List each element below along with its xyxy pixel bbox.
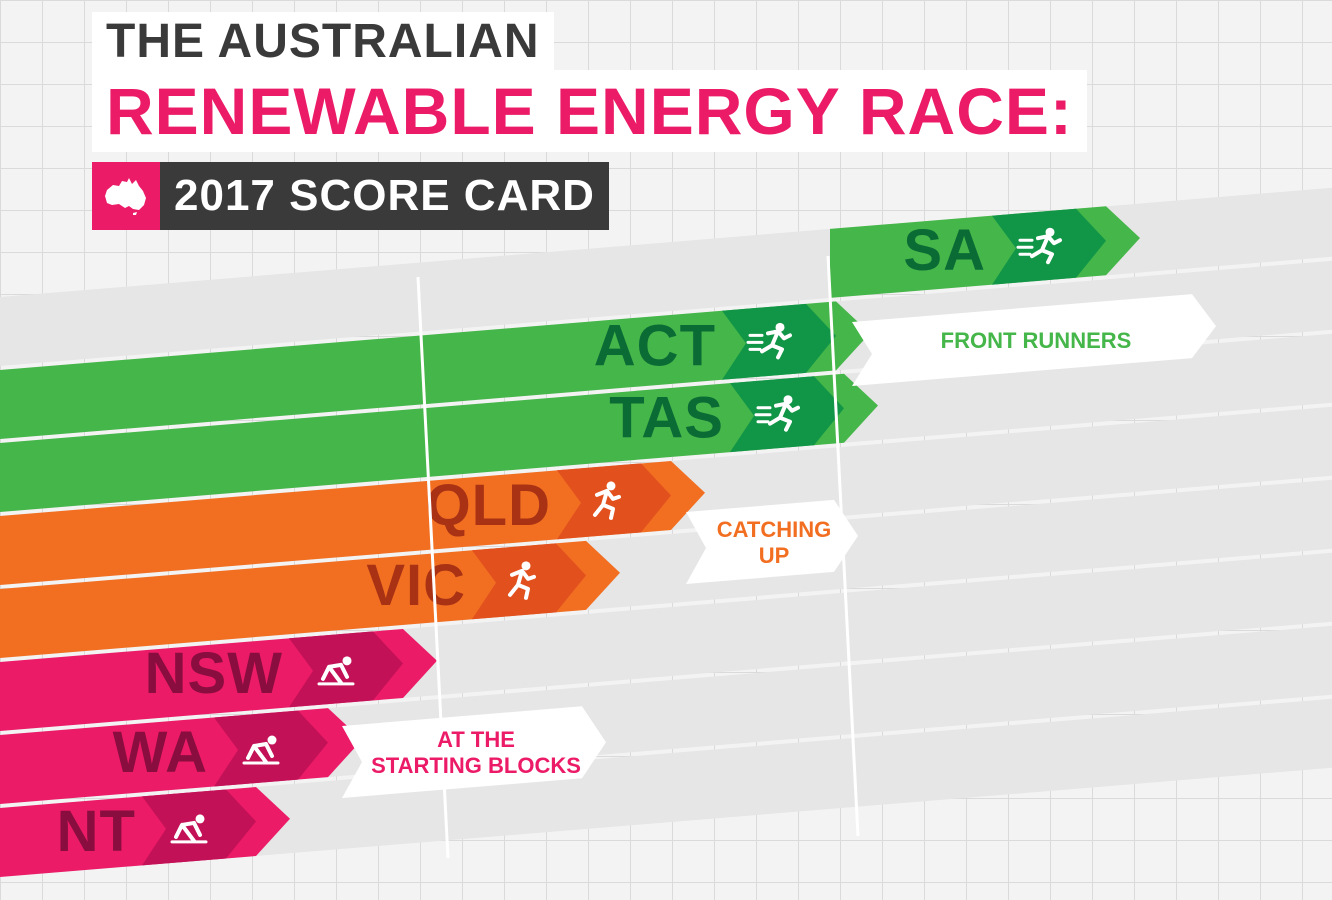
track-nt xyxy=(0,698,1332,877)
bar-qld: QLD xyxy=(0,461,705,585)
crouch-start-icon xyxy=(317,656,355,686)
chevron-vic xyxy=(472,543,586,620)
bar-act: ACT xyxy=(0,301,870,439)
row-label-act: ACT xyxy=(594,313,716,378)
row-label-sa: SA xyxy=(903,218,986,283)
crouch-start-icon xyxy=(242,735,280,765)
row-label-qld: QLD xyxy=(426,473,551,538)
crouch-start-icon xyxy=(170,814,208,844)
banner-text-start-1: STARTING BLOCKS xyxy=(371,753,581,778)
bar-wa: WA xyxy=(0,708,362,804)
sprinter-icon xyxy=(754,395,800,432)
bar-nsw: NSW xyxy=(0,629,437,731)
race-bars: SA ACT TAS QLD VIC NSW WA NT xyxy=(0,206,1140,877)
chevron-tas xyxy=(730,376,844,453)
chevron-sa xyxy=(992,208,1106,285)
sprinter-icon xyxy=(746,322,792,360)
bar-nt: NT xyxy=(0,787,290,877)
bar-tas: TAS xyxy=(0,373,878,512)
runner-icon xyxy=(508,561,536,600)
bar-fill-tas xyxy=(0,373,878,512)
bar-fill-qld xyxy=(0,461,705,585)
australia-map-icon xyxy=(92,162,160,230)
row-label-nt: NT xyxy=(57,799,136,864)
banner-front: FRONT RUNNERS xyxy=(852,294,1216,386)
bar-sa: SA xyxy=(830,206,1140,298)
chevron-wa xyxy=(214,710,328,787)
chevron-qld xyxy=(557,463,671,540)
row-label-tas: TAS xyxy=(609,386,724,451)
runner-icon xyxy=(593,481,621,520)
banner-text-start-0: AT THE xyxy=(437,727,515,752)
chevron-nt xyxy=(142,789,256,866)
row-label-wa: WA xyxy=(113,720,208,785)
row-label-vic: VIC xyxy=(366,553,466,618)
bar-fill-vic xyxy=(0,540,620,658)
banner-text-catch-1: UP xyxy=(759,543,790,568)
title-line-2: RENEWABLE ENERGY RACE: xyxy=(92,70,1087,152)
row-label-nsw: NSW xyxy=(145,641,283,706)
bar-vic: VIC xyxy=(0,540,620,658)
bar-fill-act xyxy=(0,301,870,439)
title-line-1: THE AUSTRALIAN xyxy=(92,12,554,70)
banner-text-front-0: FRONT RUNNERS xyxy=(941,328,1132,353)
header: THE AUSTRALIAN RENEWABLE ENERGY RACE: 20… xyxy=(0,0,1332,240)
chevron-act xyxy=(722,303,836,380)
sprinter-icon xyxy=(1016,227,1062,265)
subtitle: 2017 SCORE CARD xyxy=(160,162,609,230)
banner-text-catch-0: CATCHING xyxy=(717,517,831,542)
score-card-badge: 2017 SCORE CARD xyxy=(92,162,609,230)
chevron-nsw xyxy=(289,631,403,708)
